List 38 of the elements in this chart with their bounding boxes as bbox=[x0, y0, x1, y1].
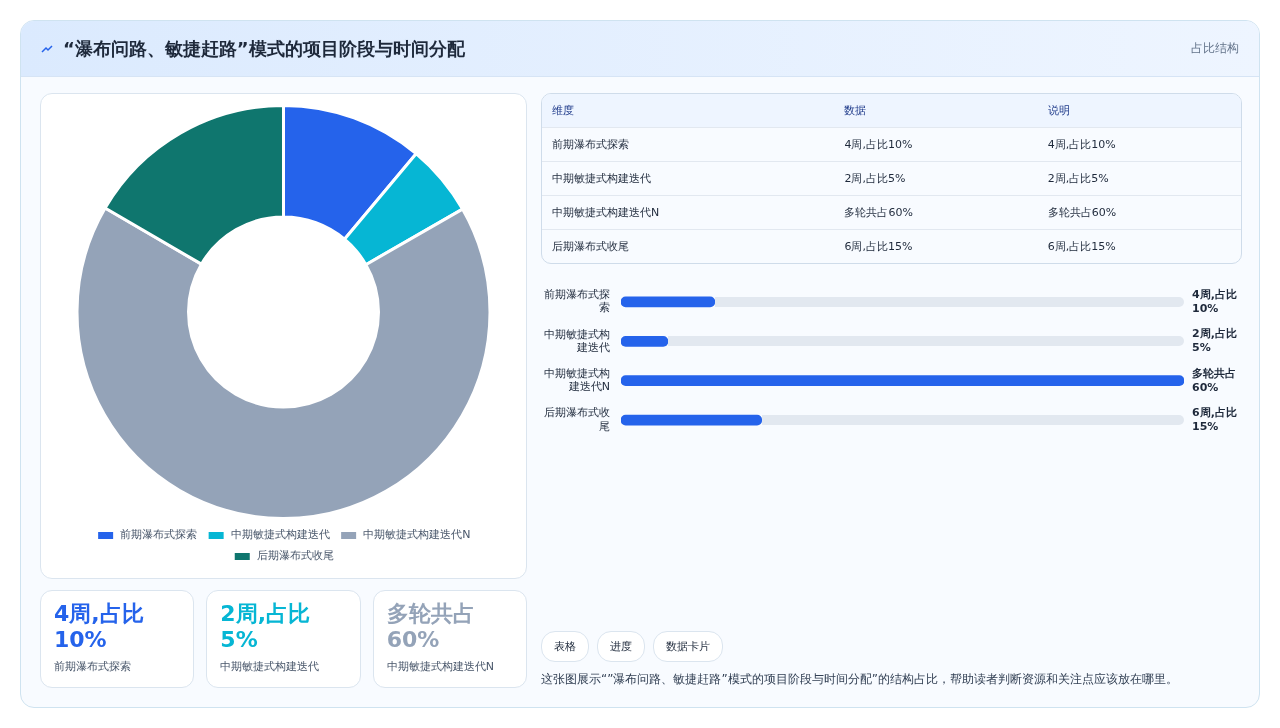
data-label: 6周,占比15% bbox=[1192, 406, 1238, 435]
category-label: 中期敏捷式构建迭代 bbox=[552, 172, 651, 185]
legend-label: 中期敏捷式构建迭代N bbox=[363, 528, 471, 542]
text: 6周,占比15% bbox=[834, 229, 1038, 263]
category-label: 中期敏捷式构建迭代 bbox=[220, 660, 320, 673]
text: 这张图展示“”瀑布问路、敏捷赶路”模式的项目阶段与时间分配”的结构占比，帮助读者判断资源和关注点应该放在哪里。 bbox=[541, 671, 1178, 688]
y-tick-label: 中期敏捷式构建迭代N bbox=[544, 366, 610, 394]
category-label: 前期瀑布式探索 bbox=[552, 138, 629, 151]
category-label: 前期瀑布式探索 bbox=[54, 660, 131, 673]
chart-title: “瀑布问路、敏捷赶路”模式的项目阶段与时间分配 bbox=[63, 36, 466, 61]
legend-label: 前期瀑布式探索 bbox=[120, 528, 198, 542]
text: 多轮共占60% bbox=[386, 601, 476, 653]
text: 2周,占比5% bbox=[220, 601, 311, 653]
text: 多轮共占60% bbox=[1047, 206, 1117, 219]
text: 6周,占比15% bbox=[1047, 240, 1116, 253]
text: 占比结构 bbox=[1191, 40, 1239, 57]
text: 4周,占比10% bbox=[54, 601, 145, 653]
legend-label: 后期瀑布式收尾 bbox=[256, 549, 334, 563]
text: 2周,占比5% bbox=[844, 172, 906, 185]
text: 4周,占比10% bbox=[844, 138, 913, 151]
y-tick-label: 中期敏捷式构建迭代 bbox=[544, 327, 610, 354]
text: 表格 bbox=[541, 631, 589, 662]
data-label: 4周,占比10% bbox=[1192, 287, 1238, 316]
text: 2周,占比5% bbox=[1047, 172, 1109, 185]
data-label: 多轮共占60% bbox=[1192, 366, 1237, 395]
category-label: 后期瀑布式收尾 bbox=[552, 240, 629, 253]
slice-label: 中期敏捷式构建迭代N bbox=[386, 659, 495, 674]
legend-label: 中期敏捷式构建迭代 bbox=[230, 528, 330, 542]
y-tick-label: 前期瀑布式探索 bbox=[544, 288, 610, 315]
text: 数据 bbox=[834, 94, 1038, 128]
text: 维度 bbox=[542, 94, 835, 128]
text: 数据卡片 bbox=[653, 631, 723, 662]
text: 多轮共占60% bbox=[844, 206, 913, 219]
y-tick-label: 后期瀑布式收尾 bbox=[544, 406, 610, 433]
text: 说明 bbox=[1037, 94, 1241, 128]
data-label: 2周,占比5% bbox=[1192, 327, 1238, 356]
text: 进度 bbox=[597, 631, 645, 662]
text: 4周,占比10% bbox=[1047, 138, 1116, 151]
